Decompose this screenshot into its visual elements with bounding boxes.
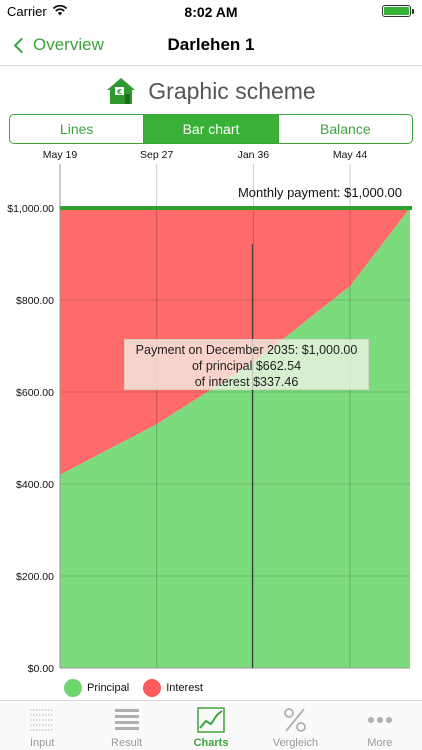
carrier-label: Carrier [7,4,47,19]
tooltip-line-3: of interest $337.46 [194,375,299,389]
legend-label-interest: Interest [166,682,203,694]
tab-bar: Input Result Charts Vergleich Mo [0,700,422,750]
legend-swatch-interest [143,679,162,697]
more-dots-icon [367,717,392,723]
x-tick-label: Sep 27 [140,149,173,161]
tab-label-input: Input [29,737,55,749]
page-title: Darlehen 1 [167,35,255,54]
result-list-icon [114,709,139,730]
segment-lines[interactable]: Lines [10,115,145,143]
y-tick-label: $200.00 [16,571,54,583]
tooltip-line-2: of principal $662.54 [191,359,302,373]
segment-balance[interactable]: Balance [320,121,371,137]
legend-label-principal: Principal [87,682,130,694]
tab-input[interactable]: Input [0,701,84,750]
back-label: Overview [33,35,104,54]
navigation-bar: Overview Darlehen 1 [0,24,422,66]
tab-more[interactable]: More [338,701,422,750]
x-tick-label: May 44 [333,149,368,161]
tab-label-charts: Charts [193,737,229,749]
percent-icon [284,708,307,732]
heading-title: Graphic scheme [148,77,316,104]
x-tick-label: Jan 36 [238,149,270,161]
house-euro-icon: € [107,78,136,104]
legend-item-interest: Interest [143,679,203,697]
battery-icon [382,5,414,17]
payment-tooltip: Payment on December 2035: $1,000.00 of p… [124,339,369,390]
monthly-payment-label: Monthly payment: $1,000.00 [237,185,402,200]
back-button[interactable]: Overview [10,32,104,58]
legend-item-principal: Principal [64,679,129,697]
y-tick-label: $600.00 [16,387,54,399]
tab-result[interactable]: Result [84,701,168,750]
x-tick-label: May 19 [43,149,78,161]
svg-text:€: € [116,88,122,96]
tab-label-vergleich: Vergleich [272,737,319,749]
chart-legend: Principal Interest [64,678,217,698]
tab-label-more: More [367,737,393,749]
y-tick-label: $400.00 [16,479,54,491]
chart-type-segmented-control: Lines Bar chart Balance [9,114,413,144]
y-tick-label: $1,000.00 [7,203,54,215]
y-tick-label: $0.00 [28,663,54,675]
wifi-icon [52,4,68,16]
chart-area[interactable]: $1,000.00 $800.00 $600.00 $400.00 $200.00 $0.… [0,144,422,676]
tab-charts[interactable]: Charts [169,701,253,750]
tab-vergleich[interactable]: Vergleich [253,701,337,750]
tooltip-line-1: Payment on December 2035: $1,000.00 [135,343,358,357]
area-chart: $1,000.00 $800.00 $600.00 $400.00 $200.00 $0.… [7,149,412,675]
legend-swatch-principal [64,679,82,697]
segment-bar-chart[interactable]: Bar chart [144,115,279,143]
clock-time: 8:02 AM [184,4,238,20]
section-heading: € Graphic scheme [0,74,422,108]
principal-area [60,208,410,668]
input-grid-icon [30,709,55,731]
charts-icon [197,707,225,733]
y-tick-label: $800.00 [16,295,54,307]
status-bar: Carrier 8:02 AM [0,0,422,24]
tab-label-result: Result [111,737,143,749]
